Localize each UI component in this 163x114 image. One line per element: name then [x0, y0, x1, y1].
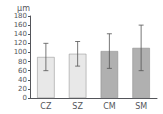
svg-text:100: 100 — [14, 48, 27, 56]
svg-text:140: 140 — [14, 30, 27, 38]
svg-text:0: 0 — [23, 94, 27, 102]
svg-text:CM: CM — [103, 102, 116, 111]
svg-text:20: 20 — [18, 85, 27, 93]
svg-text:180: 180 — [14, 12, 27, 20]
svg-text:CZ: CZ — [40, 102, 52, 111]
svg-text:40: 40 — [18, 76, 27, 84]
svg-text:SM: SM — [135, 102, 147, 111]
svg-text:μm: μm — [17, 4, 30, 14]
svg-text:160: 160 — [14, 21, 27, 29]
svg-text:SZ: SZ — [72, 102, 83, 111]
svg-text:120: 120 — [14, 39, 27, 47]
svg-text:60: 60 — [18, 67, 27, 75]
svg-text:80: 80 — [18, 58, 27, 66]
